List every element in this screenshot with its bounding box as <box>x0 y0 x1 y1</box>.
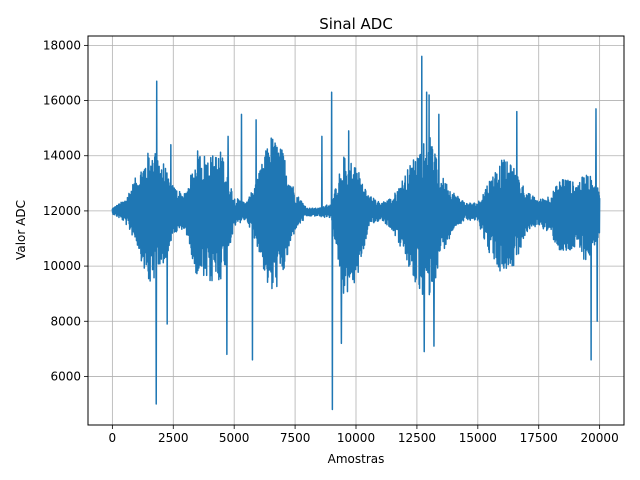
x-tick-label: 10000 <box>337 431 375 445</box>
chart-title: Sinal ADC <box>319 15 393 33</box>
x-tick-label: 7500 <box>280 431 311 445</box>
y-axis-label: Valor ADC <box>14 200 28 260</box>
x-tick-label: 5000 <box>219 431 250 445</box>
y-tick-label: 18000 <box>43 38 81 52</box>
y-tick-label: 16000 <box>43 94 81 108</box>
y-tick-label: 6000 <box>50 369 81 383</box>
y-tick-label: 14000 <box>43 149 81 163</box>
x-tick-label: 0 <box>109 431 117 445</box>
axis-ticks: 0 2500 5000 7500 10000 12500 15000 17500 20000 60… <box>43 38 619 445</box>
y-tick-label: 12000 <box>43 204 81 218</box>
y-tick-label: 10000 <box>43 259 81 273</box>
x-tick-label: 12500 <box>398 431 436 445</box>
y-tick-label: 8000 <box>50 314 81 328</box>
signal-line <box>111 55 601 411</box>
x-tick-label: 2500 <box>158 431 189 445</box>
x-axis-label: Amostras <box>328 452 385 466</box>
x-tick-label: 20000 <box>581 431 619 445</box>
x-tick-label: 17500 <box>520 431 558 445</box>
x-tick-label: 15000 <box>459 431 497 445</box>
data-series <box>111 55 601 411</box>
